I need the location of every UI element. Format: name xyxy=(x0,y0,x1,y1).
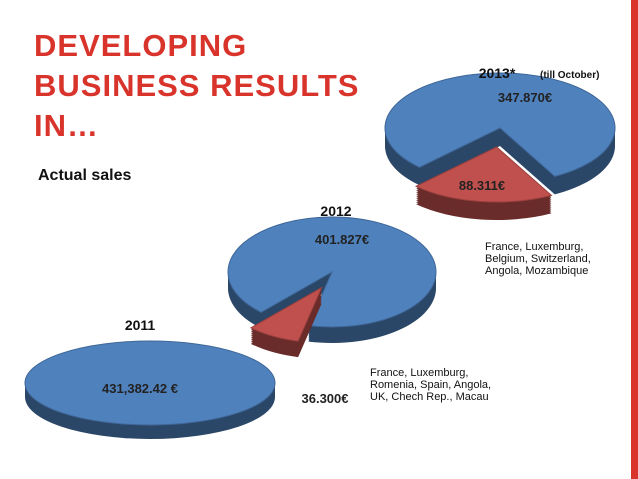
subtitle: Actual sales xyxy=(38,167,131,184)
pie-slice xyxy=(414,146,553,203)
pie-slice xyxy=(24,340,276,426)
chart-title: 2013* xyxy=(479,65,516,81)
slide-title: DEVELOPING xyxy=(34,28,247,63)
annotation: France, Luxemburg, xyxy=(370,367,468,379)
annotation: UK, Chech Rep., Macau xyxy=(370,391,489,403)
accent-bar xyxy=(631,0,638,479)
value-label: 88.311€ xyxy=(459,178,505,193)
value-label: 431,382.42 € xyxy=(102,381,178,396)
pie-slice xyxy=(384,72,616,177)
slide-title: BUSINESS RESULTS xyxy=(34,68,359,103)
annotation: France, Luxemburg, xyxy=(485,241,583,253)
slide-title: IN… xyxy=(34,108,99,143)
value-label: 401.827€ xyxy=(315,232,369,247)
annotation: Belgium, Switzerland, xyxy=(485,253,591,265)
chart-note: (till October) xyxy=(540,70,599,81)
annotation: Angola, Mozambique xyxy=(485,265,588,277)
chart-title: 2011 xyxy=(125,317,156,333)
chart-title: 2012 xyxy=(320,203,351,219)
value-label: 347.870€ xyxy=(498,90,552,105)
pie-slice xyxy=(249,286,323,342)
annotation: Romenia, Spain, Angola, xyxy=(370,379,491,391)
value-label: 36.300€ xyxy=(302,391,349,406)
pie-slice xyxy=(227,216,437,328)
